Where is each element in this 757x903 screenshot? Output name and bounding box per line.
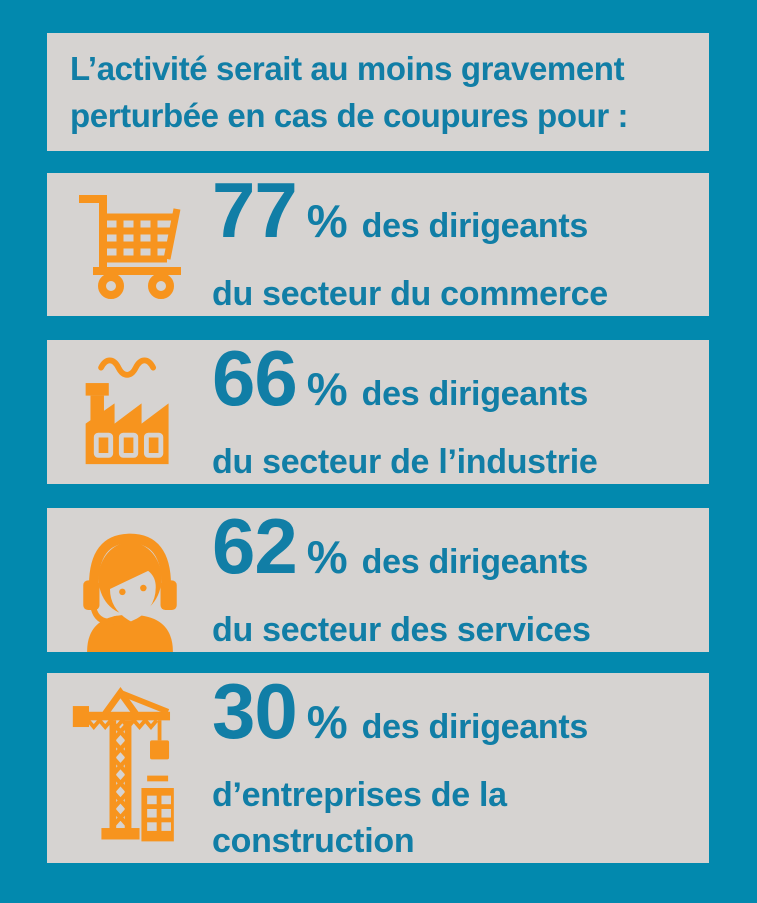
stat-label-line2: du secteur de l’industrie <box>212 442 598 481</box>
stat-label-line2: du secteur des services <box>212 610 591 649</box>
headset-agent-icon <box>47 526 212 652</box>
percent-sign: % <box>306 362 348 415</box>
stat-label-line3: construction <box>212 821 415 860</box>
stat-label-line1: des dirigeants <box>361 542 589 581</box>
stat-value: 30 <box>212 666 298 755</box>
stat-label-line2: du secteur du commerce <box>212 275 608 313</box>
stat-row-commerce: 77% des dirigeants du secteur du commerce <box>47 171 709 317</box>
stat-label-line2: d’entreprises de la <box>212 775 507 814</box>
stat-line1: 77% des dirigeants <box>212 171 703 271</box>
stat-value: 62 <box>212 501 298 590</box>
title-line-1: L’activité serait au moins gravement <box>70 50 625 87</box>
stat-value: 66 <box>212 333 298 422</box>
stat-line1: 62% des dirigeants <box>212 507 703 607</box>
stat-row-industrie: 66% des dirigeants du secteur de l’indust… <box>47 339 709 485</box>
stat-row-construction: 30% des dirigeants d’entreprises de la co… <box>47 672 709 864</box>
stat-text-commerce: 77% des dirigeants du secteur du commerce <box>212 171 709 317</box>
stat-label-line1: des dirigeants <box>361 707 589 746</box>
factory-icon <box>47 354 212 470</box>
percent-sign: % <box>306 695 348 748</box>
stat-line1: 66% des dirigeants <box>212 339 703 439</box>
stat-text-construction: 30% des dirigeants d’entreprises de la co… <box>212 672 709 864</box>
stat-label-line1: des dirigeants <box>361 207 589 245</box>
stat-text-industrie: 66% des dirigeants du secteur de l’indust… <box>212 339 709 485</box>
stat-value: 77 <box>212 166 298 254</box>
stat-row-services: 62% des dirigeants du secteur des service… <box>47 507 709 653</box>
stat-text-services: 62% des dirigeants du secteur des service… <box>212 507 709 653</box>
stat-label-line1: des dirigeants <box>361 374 589 413</box>
stat-line1: 30% des dirigeants <box>212 672 703 772</box>
shopping-cart-icon <box>47 191 212 299</box>
percent-sign: % <box>306 195 348 247</box>
construction-crane-icon <box>47 687 212 849</box>
percent-sign: % <box>306 530 348 583</box>
header-panel: L’activité serait au moins gravement per… <box>47 33 709 151</box>
title-line-2: perturbée en cas de coupures pour : <box>70 97 629 134</box>
